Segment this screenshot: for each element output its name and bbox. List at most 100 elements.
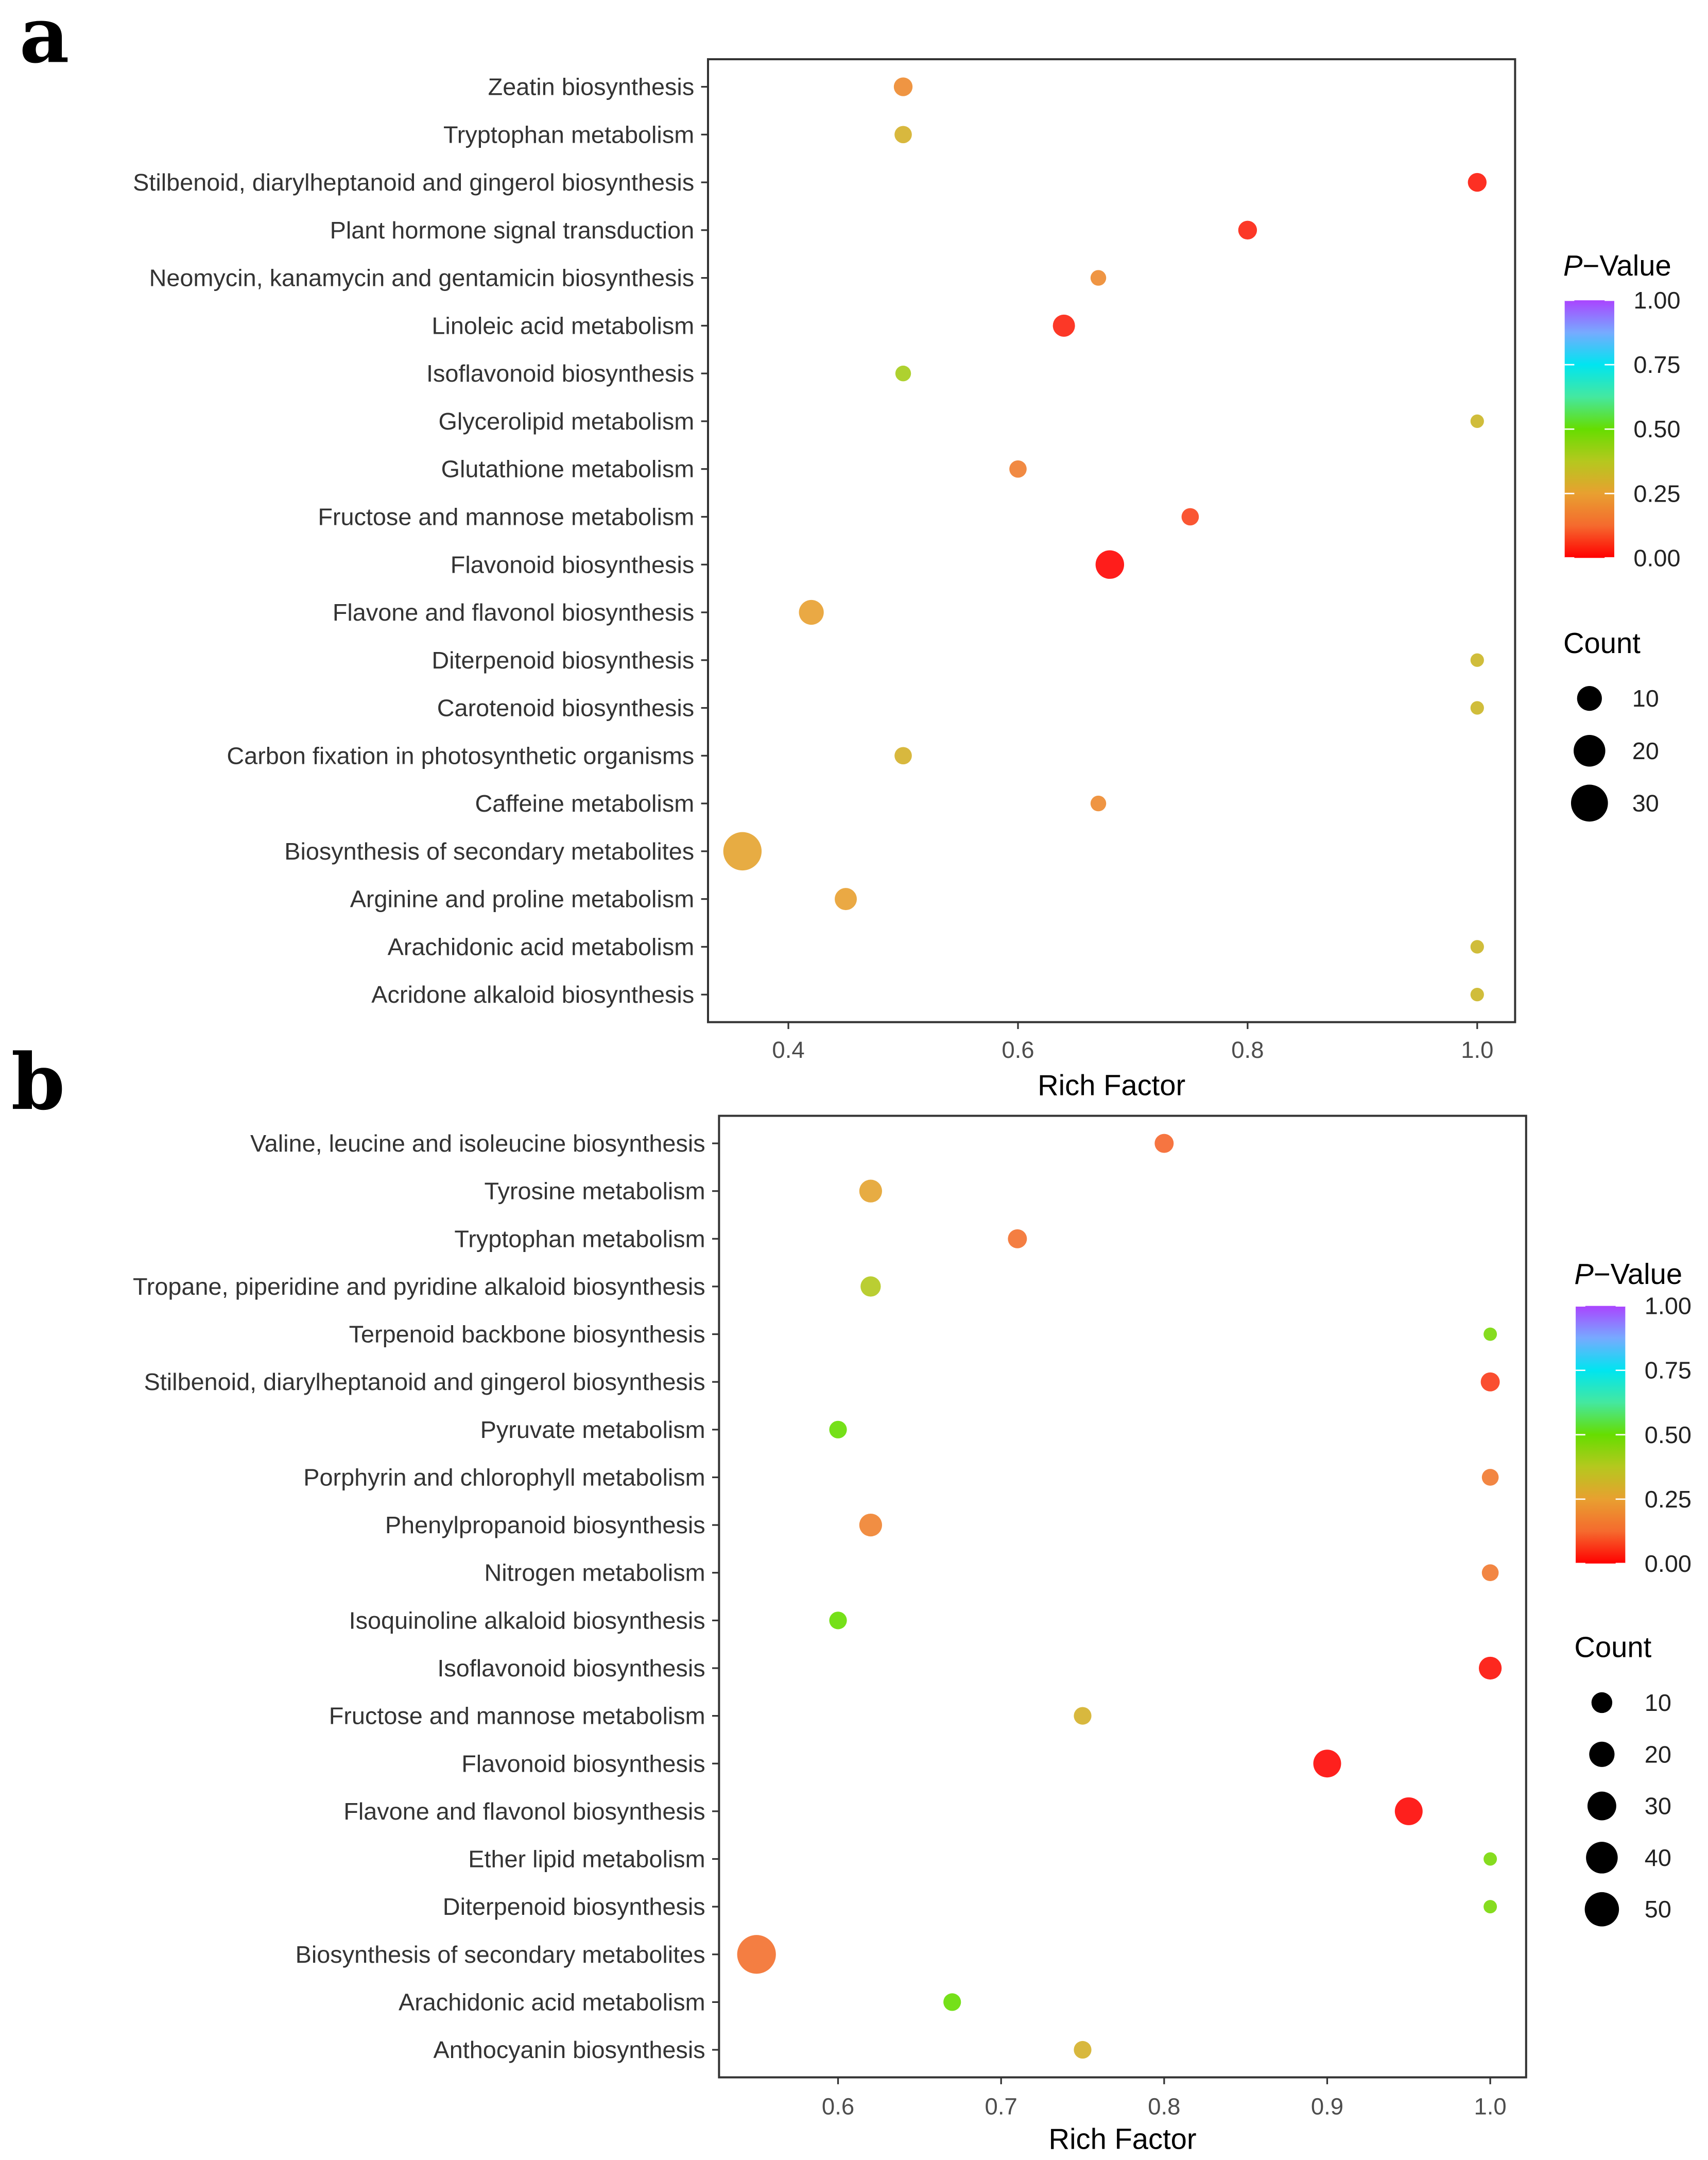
data-point [893,77,913,96]
size-legend-label: 10 [1632,685,1659,712]
size-legend-dot [1574,734,1606,767]
data-point [859,1513,882,1537]
x-tick-label: 0.6 [822,2094,854,2120]
y-tick-label: Tyrosine metabolism [485,1178,705,1205]
data-point [1470,414,1484,428]
panel-label-b: b [11,1037,65,1127]
y-tick-label: Phenylpropanoid biosynthesis [385,1512,705,1538]
size-legend-label: 30 [1632,790,1659,816]
data-point [1008,1229,1027,1248]
size-legend-label: 50 [1645,1896,1671,1923]
y-tick-label: Diterpenoid biosynthesis [443,1893,705,1920]
y-tick-label: Flavone and flavonol biosynthesis [343,1798,705,1825]
plot-panel-border [718,1115,1527,2079]
size-legend-label: 40 [1645,1844,1671,1871]
y-tick-label: Stilbenoid, diarylheptanoid and gingerol… [133,169,694,196]
data-point [1181,508,1199,526]
size-legend-dot [1586,1842,1618,1874]
y-tick-label: Glutathione metabolism [441,456,695,483]
data-point [895,365,911,382]
data-point [1470,940,1484,954]
legend-title-italic: P [1563,249,1583,282]
y-tick-label: Terpenoid backbone biosynthesis [349,1321,705,1348]
y-tick-label: Glycerolipid metabolism [438,408,694,435]
color-legend-label: 0.25 [1633,480,1680,507]
data-point [1313,1750,1341,1778]
y-tick-label: Flavonoid biosynthesis [451,551,694,578]
size-legend-label: 20 [1632,738,1659,764]
color-legend-label: 0.75 [1633,351,1680,378]
color-legend-title: P−Value [1563,249,1671,282]
y-tick-label: Arginine and proline metabolism [350,886,695,913]
data-point [1483,1900,1497,1914]
data-point [894,747,912,765]
x-axis-title: Rich Factor [1049,2123,1197,2155]
y-tick-label: Biosynthesis of secondary metabolites [296,1941,705,1968]
data-point [829,1612,847,1630]
x-tick-label: 0.8 [1148,2094,1180,2120]
x-tick-label: 1.0 [1474,2094,1507,2120]
y-tick-label: Nitrogen metabolism [484,1559,705,1586]
data-point [1394,1797,1423,1825]
data-point [859,1179,882,1203]
y-tick-label: Carbon fixation in photosynthetic organi… [227,742,694,769]
size-legend-label: 10 [1645,1689,1671,1716]
color-legend-label: 0.50 [1633,416,1680,442]
y-tick-label: Tryptophan metabolism [454,1225,705,1252]
y-tick-label: Arachidonic acid metabolism [399,1988,705,2015]
legend-title-rest: −Value [1594,1258,1682,1290]
y-tick-label: Isoflavonoid biosynthesis [437,1655,705,1682]
x-axis-title: Rich Factor [1038,1069,1185,1101]
y-tick-label: Arachidonic acid metabolism [388,933,695,960]
y-tick-label: Tryptophan metabolism [443,121,694,148]
y-tick-label: Isoquinoline alkaloid biosynthesis [349,1607,705,1634]
data-point [1470,653,1484,667]
color-legend-label: 1.00 [1633,287,1680,314]
y-tick-label: Porphyrin and chlorophyll metabolism [303,1464,705,1491]
y-tick-label: Flavonoid biosynthesis [461,1750,705,1777]
size-legend-dot [1589,1741,1615,1767]
data-point [1090,795,1107,812]
y-tick-label: Caffeine metabolism [475,790,694,817]
y-tick-label: Acridone alkaloid biosynthesis [371,981,694,1008]
legend-title-rest: −Value [1582,249,1671,282]
data-point [1481,1469,1499,1486]
data-point [1053,314,1075,337]
data-point [894,126,912,144]
y-tick-label: Anthocyanin biosynthesis [434,2036,705,2063]
data-point [737,1935,776,1974]
panel-a-bubble-chart: Zeatin biosynthesis Tryptophan metabolism… [133,58,1680,1101]
y-tick-label: Tropane, piperidine and pyridine alkaloi… [133,1273,705,1300]
y-tick-label: Linoleic acid metabolism [432,312,694,339]
y-tick-label: Fructose and mannose metabolism [329,1703,705,1729]
data-point [1481,1564,1499,1582]
y-tick-label: Neomycin, kanamycin and gentamicin biosy… [149,265,695,292]
y-tick-label: Plant hormone signal transduction [330,217,695,244]
y-tick-label: Stilbenoid, diarylheptanoid and gingerol… [144,1368,705,1395]
data-point [1074,2041,1092,2059]
data-point [1074,1707,1092,1725]
data-point [1483,1327,1497,1341]
data-point [1483,1852,1497,1866]
y-tick-label: Zeatin biosynthesis [488,74,695,100]
data-point [1154,1134,1174,1153]
y-tick-label: Diterpenoid biosynthesis [432,647,694,674]
x-tick-label: 0.7 [985,2094,1017,2120]
x-tick-label: 0.4 [772,1037,804,1063]
data-point [835,888,857,911]
y-tick-label: Biosynthesis of secondary metabolites [284,838,694,865]
panel-label-a: a [20,0,70,80]
data-point [723,832,762,871]
color-legend-label: 1.00 [1645,1293,1692,1319]
y-tick-label: Fructose and mannose metabolism [318,504,694,530]
plot-panel-border [706,58,1516,1023]
x-tick-label: 0.6 [1002,1037,1034,1063]
color-legend-label: 0.75 [1645,1357,1692,1384]
data-point [860,1276,881,1297]
data-point [829,1420,847,1438]
data-point [1470,988,1484,1002]
y-tick-label: Ether lipid metabolism [468,1846,705,1873]
size-legend-title: Count [1563,627,1641,659]
size-legend-dot [1571,784,1608,822]
